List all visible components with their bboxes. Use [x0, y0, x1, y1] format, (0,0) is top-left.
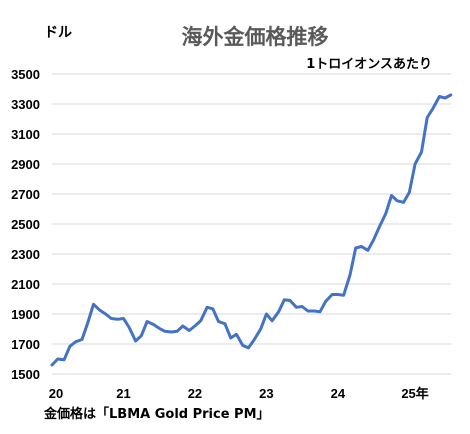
- x-tick-label: 21: [116, 386, 130, 401]
- y-tick-label: 2100: [11, 277, 40, 292]
- y-axis-ticks: 1500 1700 1900 2100 2300 2500 2700 2900 3100 3300…: [11, 67, 40, 382]
- series-layer: [50, 93, 453, 367]
- y-tick-label: 2500: [11, 217, 40, 232]
- source-note: 金価格は「LBMA Gold Price PM」: [43, 406, 270, 422]
- x-tick-label: 22: [188, 386, 202, 401]
- unit-note: 1トロイオンスあたり: [306, 57, 432, 72]
- y-tick-label: 2900: [11, 157, 40, 172]
- y-tick-label: 2700: [11, 187, 40, 202]
- y-tick-label: 1700: [11, 337, 40, 352]
- x-tick-label: 24: [331, 386, 346, 401]
- y-tick-label: 1500: [11, 367, 40, 382]
- x-tick-label: 23: [259, 386, 273, 401]
- x-axis-ticks: 20 21 22 23 24 25年: [49, 386, 429, 401]
- y-tick-label: 3100: [11, 127, 40, 142]
- x-tick-label: 25年: [401, 386, 428, 401]
- y-tick-label: 1900: [11, 307, 40, 322]
- y-tick-label: 3500: [11, 67, 40, 82]
- series-line-gold-price: [50, 93, 453, 367]
- chart-title: 海外金価格推移: [182, 25, 329, 49]
- gridlines: [52, 73, 451, 375]
- y-axis-unit: ドル: [44, 25, 72, 41]
- y-tick-label: 2300: [11, 247, 40, 262]
- x-tick-label: 20: [49, 386, 63, 401]
- y-tick-label: 3300: [11, 97, 40, 112]
